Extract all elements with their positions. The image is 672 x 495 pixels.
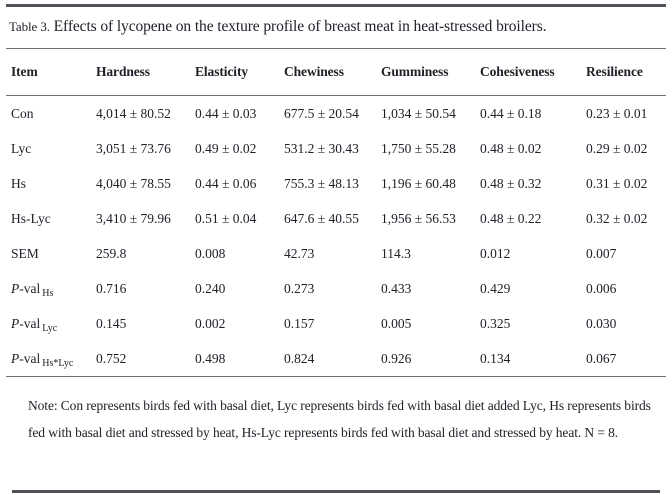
table-row: P-val Hs*Lyc 0.752 0.498 0.824 0.926 0.134 0.06… xyxy=(6,341,666,377)
cell-value: 0.926 xyxy=(381,350,412,366)
cell-value: 1,034 ± 50.54 xyxy=(381,105,456,121)
table-row: Con 4,014 ± 80.52 0.44 ± 0.03 677.5 ± 20.54… xyxy=(6,96,666,132)
cell-value: 0.44 ± 0.03 xyxy=(195,105,257,121)
cell-value: 0.008 xyxy=(195,245,226,261)
cell-value: 647.6 ± 40.55 xyxy=(284,210,359,226)
cell-value: 0.23 ± 0.01 xyxy=(586,105,648,121)
column-header-elasticity: Elasticity xyxy=(195,64,248,79)
cell-value: 4,014 ± 80.52 xyxy=(96,105,171,121)
cell-value: 0.145 xyxy=(96,315,127,331)
column-header-gumminess: Gumminess xyxy=(381,64,449,79)
cell-value: 0.002 xyxy=(195,315,226,331)
cell-value: 0.006 xyxy=(586,280,617,296)
cell-value: 1,956 ± 56.53 xyxy=(381,210,456,226)
cell-value: 0.134 xyxy=(480,350,511,366)
row-label: Hs-Lyc xyxy=(11,210,51,226)
row-label: P-val Hs xyxy=(11,280,54,299)
cell-value: 0.240 xyxy=(195,280,226,296)
cell-value: 0.007 xyxy=(586,245,617,261)
table-row: Hs 4,040 ± 78.55 0.44 ± 0.06 755.3 ± 48.13 1… xyxy=(6,166,666,201)
cell-value: 0.067 xyxy=(586,350,617,366)
table-header: Item Hardness Elasticity Chewiness Gummi… xyxy=(6,48,666,96)
cell-value: 0.48 ± 0.02 xyxy=(480,140,542,156)
table-caption-text: Effects of lycopene on the texture profi… xyxy=(53,18,547,35)
column-header-resilience: Resilience xyxy=(586,64,643,79)
cell-value: 0.716 xyxy=(96,280,127,296)
header-row: Item Hardness Elasticity Chewiness Gummi… xyxy=(6,48,666,96)
table-row: Lyc 3,051 ± 73.76 0.49 ± 0.02 531.2 ± 30.43… xyxy=(6,131,666,166)
cell-value: 0.49 ± 0.02 xyxy=(195,140,257,156)
cell-value: 4,040 ± 78.55 xyxy=(96,175,171,191)
cell-value: 0.429 xyxy=(480,280,511,296)
column-header-chewiness: Chewiness xyxy=(284,64,344,79)
row-label: P-val Hs*Lyc xyxy=(11,350,74,369)
row-label: P-val Lyc xyxy=(11,315,58,334)
row-label: Hs xyxy=(11,175,27,191)
row-label: Lyc xyxy=(11,140,32,156)
table-row: Hs-Lyc 3,410 ± 79.96 0.51 ± 0.04 647.6 ± 40… xyxy=(6,201,666,236)
table-row: P-val Hs 0.716 0.240 0.273 0.433 0.429 0.006 xyxy=(6,271,666,306)
table-number-label: Table 3. xyxy=(9,19,50,34)
cell-value: 0.29 ± 0.02 xyxy=(586,140,648,156)
table-row: SEM 259.8 0.008 42.73 114.3 0.012 0.007 xyxy=(6,236,666,271)
results-table: Item Hardness Elasticity Chewiness Gummi… xyxy=(6,48,666,377)
cell-value: 3,410 ± 79.96 xyxy=(96,210,171,226)
table-caption: Table 3. Effects of lycopene on the text… xyxy=(6,7,666,48)
cell-value: 0.752 xyxy=(96,350,127,366)
cell-value: 0.31 ± 0.02 xyxy=(586,175,648,191)
cell-value: 0.44 ± 0.06 xyxy=(195,175,257,191)
cell-value: 531.2 ± 30.43 xyxy=(284,140,359,156)
cell-value: 3,051 ± 73.76 xyxy=(96,140,171,156)
cell-value: 0.433 xyxy=(381,280,412,296)
cell-value: 1,750 ± 55.28 xyxy=(381,140,456,156)
cell-value: 114.3 xyxy=(381,245,411,261)
table-row: P-val Lyc 0.145 0.002 0.157 0.005 0.325 0.030 xyxy=(6,306,666,341)
column-header-cohesiveness: Cohesiveness xyxy=(480,64,555,79)
cell-value: 0.157 xyxy=(284,315,315,331)
cell-value: 0.51 ± 0.04 xyxy=(195,210,257,226)
cell-value: 42.73 xyxy=(284,245,315,261)
bottom-rule xyxy=(12,490,660,493)
cell-value: 0.44 ± 0.18 xyxy=(480,105,542,121)
cell-value: 0.030 xyxy=(586,315,617,331)
cell-value: 0.824 xyxy=(284,350,315,366)
cell-value: 0.005 xyxy=(381,315,412,331)
row-label: Con xyxy=(11,105,34,121)
cell-value: 259.8 xyxy=(96,245,127,261)
cell-value: 0.48 ± 0.22 xyxy=(480,210,542,226)
cell-value: 0.48 ± 0.32 xyxy=(480,175,542,191)
cell-value: 0.498 xyxy=(195,350,226,366)
row-label: SEM xyxy=(11,245,39,261)
page-inner: Table 3. Effects of lycopene on the text… xyxy=(6,4,666,495)
cell-value: 1,196 ± 60.48 xyxy=(381,175,456,191)
top-rule xyxy=(6,4,666,7)
cell-value: 755.3 ± 48.13 xyxy=(284,175,359,191)
table-footnote: Note: Con represents birds fed with basa… xyxy=(28,398,651,440)
column-header-item: Item xyxy=(11,64,38,79)
cell-value: 0.325 xyxy=(480,315,511,331)
column-header-hardness: Hardness xyxy=(96,64,150,79)
cell-value: 677.5 ± 20.54 xyxy=(284,105,359,121)
cell-value: 0.32 ± 0.02 xyxy=(586,210,648,226)
table-body: Con 4,014 ± 80.52 0.44 ± 0.03 677.5 ± 20.54… xyxy=(6,96,666,377)
cell-value: 0.012 xyxy=(480,245,511,261)
cell-value: 0.273 xyxy=(284,280,315,296)
